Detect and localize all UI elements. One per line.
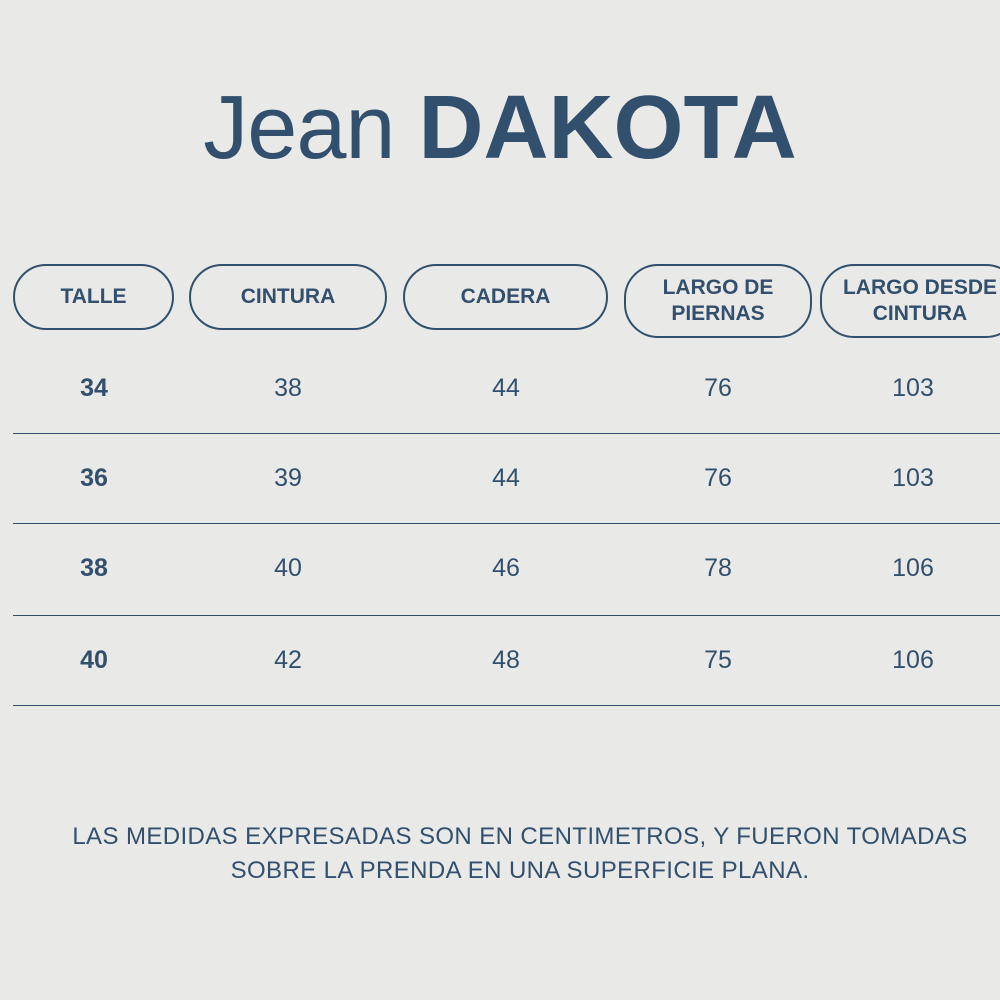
table-cell-cadera: 46: [492, 554, 520, 582]
table-cell-largo-piernas: 78: [704, 554, 732, 582]
table-cell-cintura: 39: [274, 464, 302, 492]
title-light: Jean: [203, 78, 395, 178]
header-largo-desde-cintura: LARGO DESDE CINTURA: [820, 264, 1000, 338]
row-divider: [13, 433, 1000, 434]
table-cell-talle: 36: [80, 464, 108, 492]
table-cell-largo-piernas: 76: [704, 464, 732, 492]
header-cintura: CINTURA: [189, 264, 387, 330]
header-cadera: CADERA: [403, 264, 608, 330]
table-cell-largo-cintura: 106: [892, 554, 934, 582]
table-cell-talle: 40: [80, 646, 108, 674]
header-talle: TALLE: [13, 264, 174, 330]
table-cell-cadera: 44: [492, 464, 520, 492]
title-bold: DAKOTA: [418, 78, 797, 178]
measurement-note: LAS MEDIDAS EXPRESADAS SON EN CENTIMETRO…: [72, 823, 968, 884]
row-divider: [13, 523, 1000, 524]
row-divider: [13, 615, 1000, 616]
table-cell-cadera: 48: [492, 646, 520, 674]
table-cell-largo-piernas: 76: [704, 374, 732, 402]
table-cell-cintura: 42: [274, 646, 302, 674]
page-title: Jean DAKOTA: [0, 78, 1000, 178]
table-cell-cintura: 40: [274, 554, 302, 582]
table-cell-cintura: 38: [274, 374, 302, 402]
table-cell-largo-piernas: 75: [704, 646, 732, 674]
row-divider: [13, 705, 1000, 706]
table-cell-cadera: 44: [492, 374, 520, 402]
table-cell-largo-cintura: 103: [892, 464, 934, 492]
header-largo-de-piernas: LARGO DE PIERNAS: [624, 264, 812, 338]
table-cell-talle: 38: [80, 554, 108, 582]
table-cell-largo-cintura: 103: [892, 374, 934, 402]
table-cell-talle: 34: [80, 374, 108, 402]
table-cell-largo-cintura: 106: [892, 646, 934, 674]
